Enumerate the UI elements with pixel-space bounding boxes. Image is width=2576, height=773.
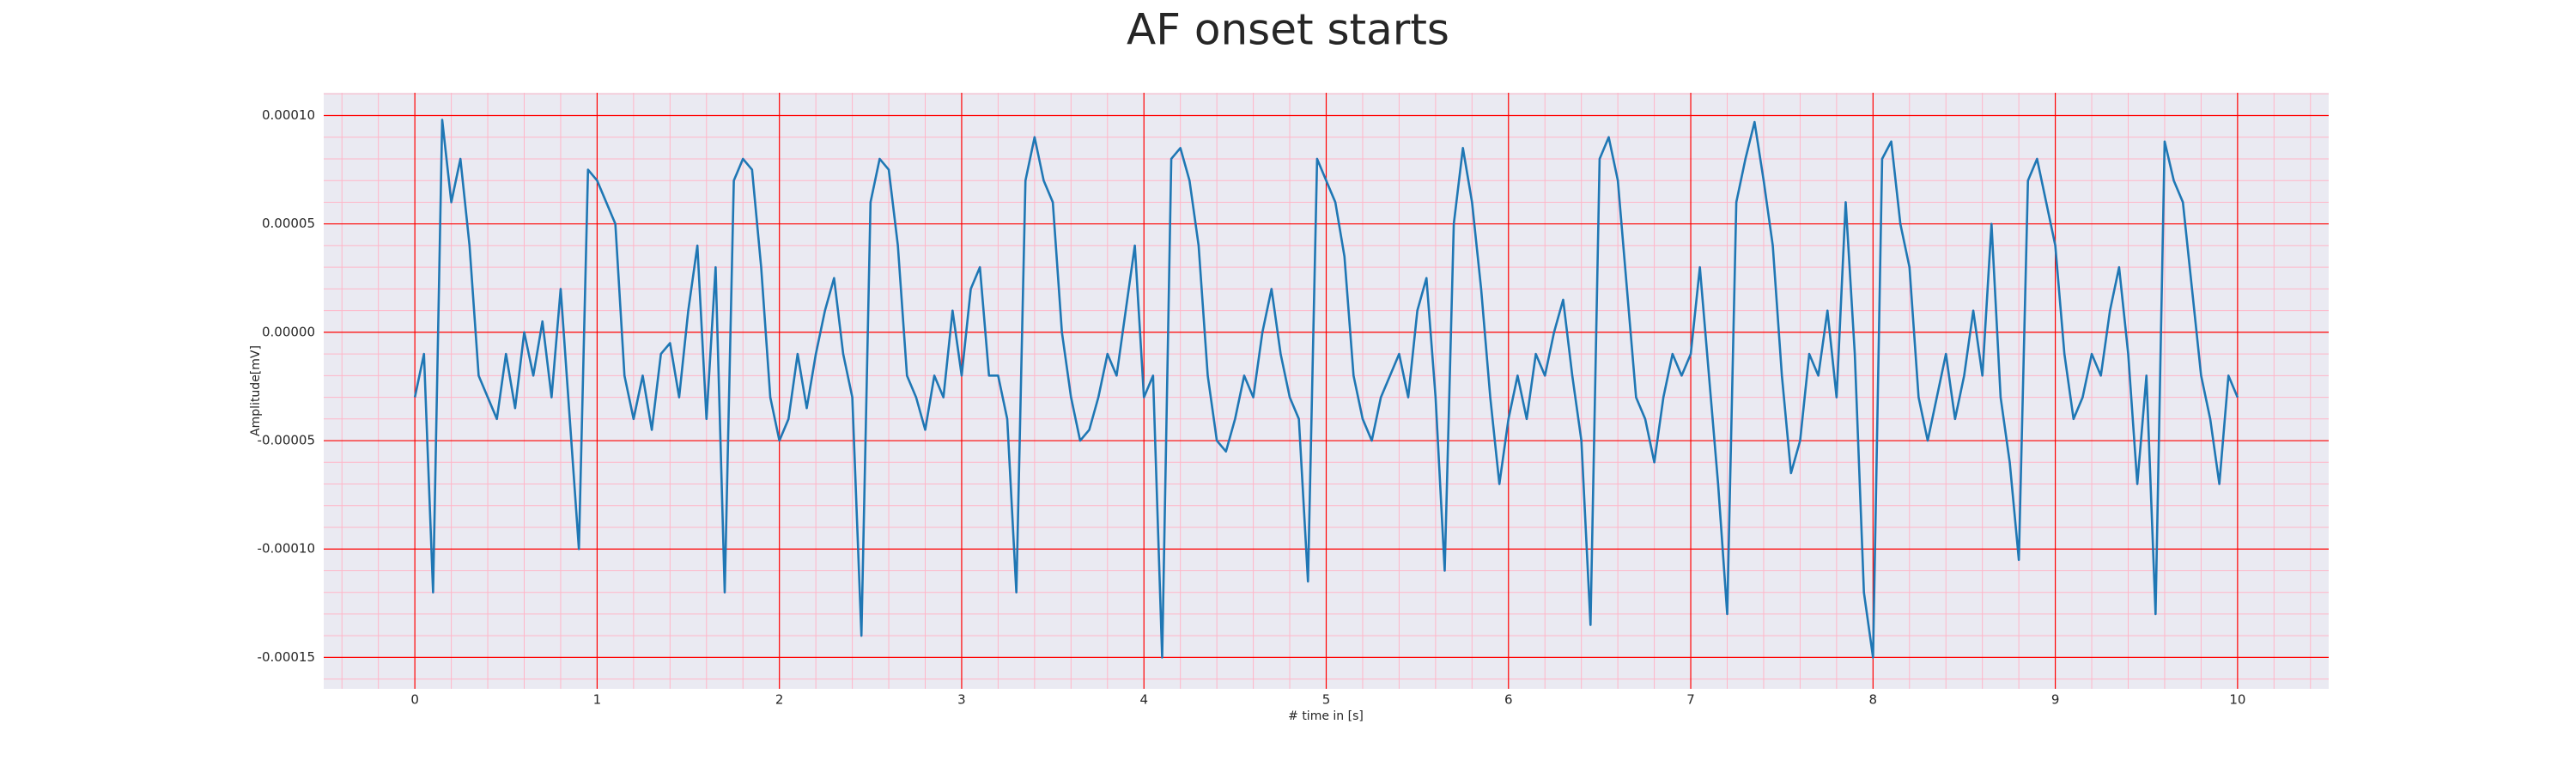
chart-title: AF onset starts — [1127, 5, 1449, 55]
x-tick-label: 0 — [410, 692, 419, 708]
y-axis-label: Amplitude[mV] — [249, 345, 263, 436]
x-tick-label: 2 — [775, 692, 784, 708]
y-tick-label: -0.00015 — [258, 649, 315, 665]
x-tick-label: 3 — [957, 692, 966, 708]
grid — [324, 93, 2329, 689]
signal-line — [413, 119, 2239, 659]
x-tick-label: 10 — [2229, 692, 2245, 708]
marks — [413, 119, 2239, 659]
x-tick-label: 6 — [1504, 692, 1513, 708]
x-tick-label: 1 — [593, 692, 602, 708]
y-tick-label: -0.00010 — [258, 541, 315, 557]
x-tick-label: 5 — [1322, 692, 1331, 708]
y-tick-label: 0.00000 — [262, 324, 315, 339]
x-axis-label: # time in [s] — [1288, 709, 1364, 723]
y-tick-label: 0.00005 — [262, 216, 315, 231]
x-tick-label: 8 — [1869, 692, 1878, 708]
x-tick-label: 9 — [2051, 692, 2060, 708]
y-tick-label: 0.00010 — [262, 107, 315, 123]
x-tick-label: 7 — [1686, 692, 1695, 708]
x-tick-label: 4 — [1139, 692, 1148, 708]
y-tick-label: -0.00005 — [258, 433, 315, 448]
